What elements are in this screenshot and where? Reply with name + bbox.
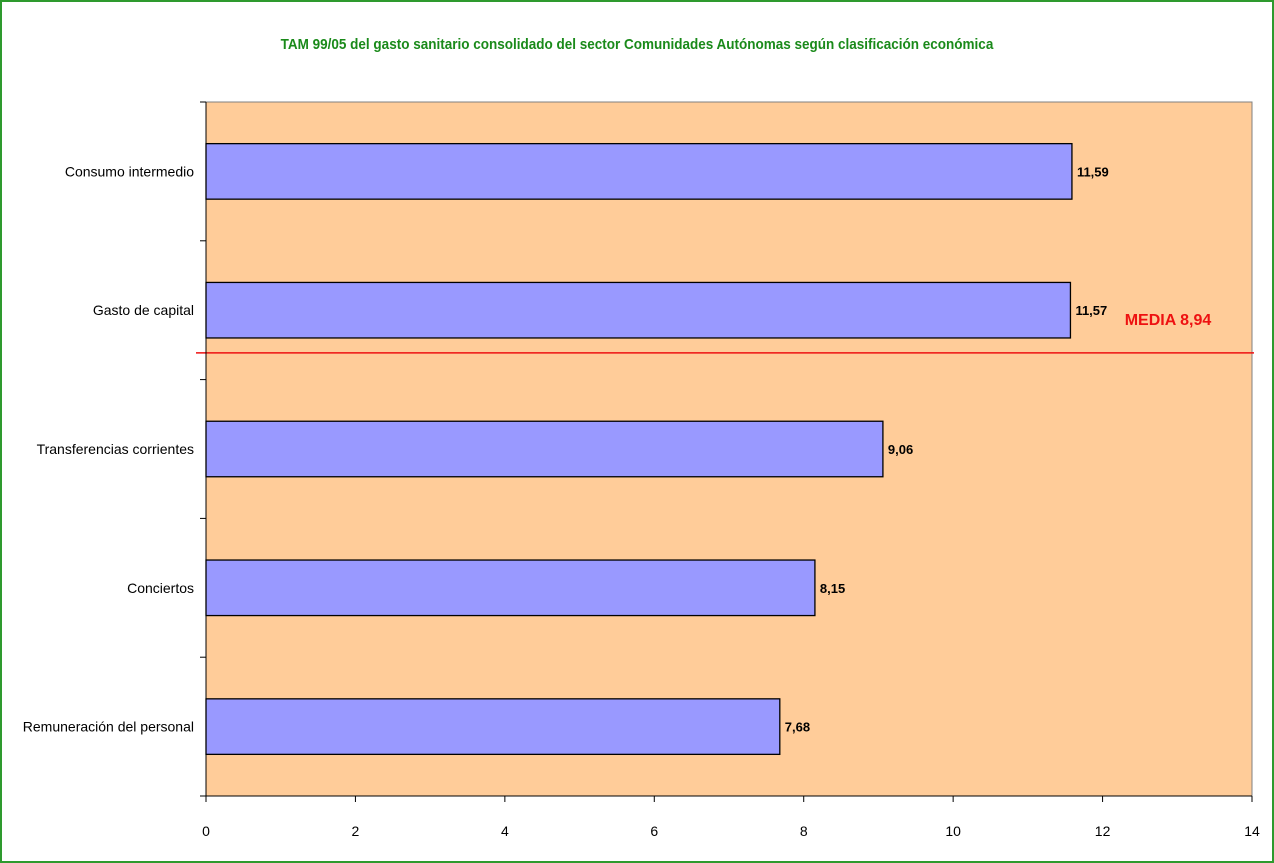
data-label: 8,15 [820, 581, 845, 596]
x-tick-label: 14 [1244, 823, 1260, 839]
category-label: Conciertos [127, 580, 194, 596]
category-label: Consumo intermedio [65, 163, 194, 179]
data-label: 11,57 [1075, 303, 1107, 318]
bars-layer: 11,59 Consumo intermedio 11,57 Gasto de cap… [23, 142, 1109, 756]
x-tick-label: 12 [1095, 823, 1111, 839]
axis-layer: 0 2 4 6 8 10 12 14 [200, 101, 1260, 839]
x-tick-label: 8 [800, 823, 808, 839]
x-tick-label: 6 [650, 823, 658, 839]
data-label: 9,06 [888, 442, 913, 457]
reference-layer: MEDIA 8,94 [196, 312, 1254, 354]
bar [205, 698, 781, 756]
bar [205, 420, 884, 478]
category-label: Gasto de capital [93, 302, 194, 318]
data-label: 7,68 [785, 720, 810, 735]
x-tick-label: 2 [352, 823, 360, 839]
category-label: Remuneración del personal [23, 719, 194, 735]
bar [205, 281, 1072, 339]
data-label: 11,59 [1077, 164, 1109, 179]
x-tick-label: 10 [945, 823, 961, 839]
bar [205, 559, 816, 617]
x-tick-label: 4 [501, 823, 509, 839]
bar [205, 142, 1073, 200]
chart-title: TAM 99/05 del gasto sanitario consolidad… [280, 36, 994, 53]
media-reference-label: MEDIA 8,94 [1125, 312, 1212, 329]
category-label: Transferencias corrientes [37, 441, 194, 457]
x-tick-label: 0 [202, 823, 210, 839]
